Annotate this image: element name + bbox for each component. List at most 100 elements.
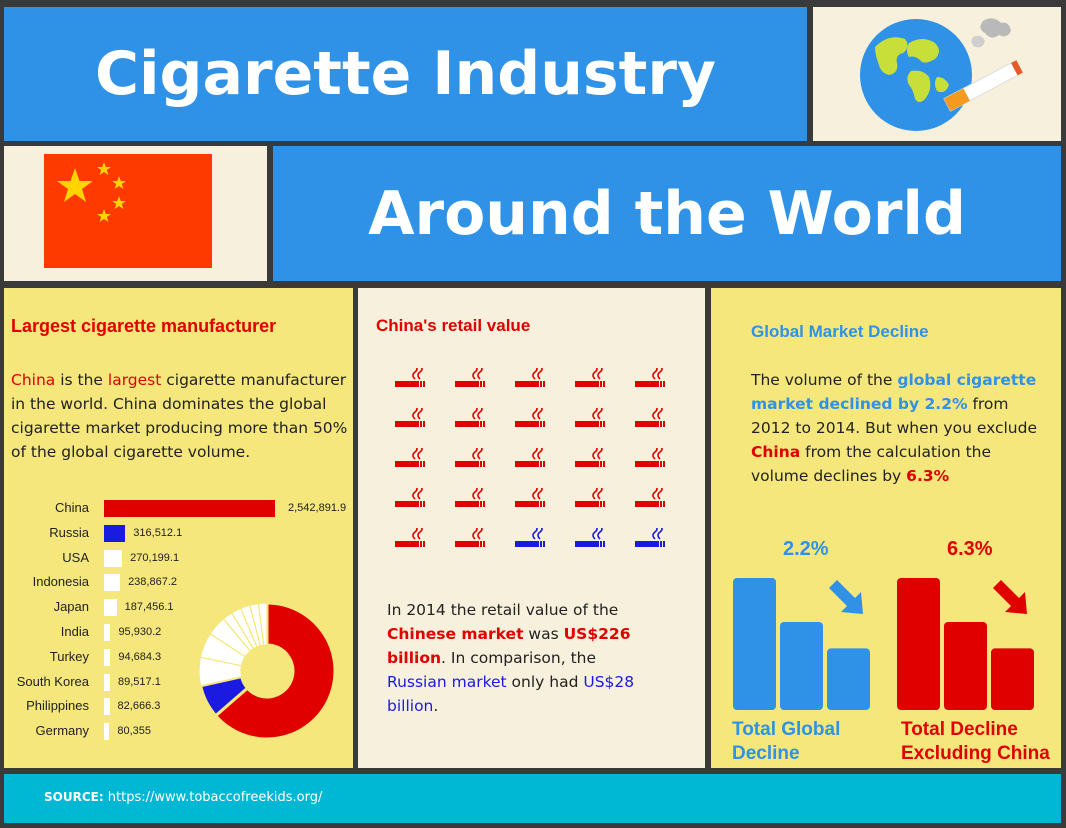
cigarette-icon (515, 448, 545, 467)
bar (104, 599, 117, 617)
bar-value-label: 95,930.2 (118, 626, 162, 638)
cigarette-icon (635, 528, 665, 547)
manufacturer-heading: Largest cigarette manufacturer (11, 316, 277, 336)
cigarette-icon (455, 488, 485, 507)
bar-value-label: 270,199.1 (130, 551, 180, 564)
bar-category-label: China (55, 500, 89, 515)
cigarette-icon (455, 528, 485, 547)
china-exclude-text: China (751, 443, 801, 461)
bar-value-label: 2,542,891.9 (288, 502, 347, 514)
decline-bar-charts (733, 578, 1034, 710)
decline-heading: Global Market Decline (751, 322, 929, 341)
bar-value-label: 316,512.1 (133, 526, 183, 539)
para-text-rest: cigarette manufacturer in the world. Chi… (11, 371, 348, 461)
globe-smoking-icon (860, 18, 1023, 131)
source-label: SOURCE: (44, 790, 104, 804)
bar (104, 673, 111, 691)
cigarette-icon (635, 408, 665, 427)
decline-paragraph: The volume of the global cigarette marke… (751, 368, 1046, 488)
bar-category-label: Philippines (26, 698, 89, 714)
cigarette-icon (575, 448, 605, 467)
title-line-1: Cigarette Industry (94, 39, 717, 109)
source-line: SOURCE: https://www.tobaccofreekids.org/ (44, 790, 322, 805)
bar-category-label: India (60, 624, 89, 639)
global-decline-text: global cigarette market declined by 2.2% (751, 371, 1037, 413)
cigarette-icon (395, 528, 425, 547)
excl-china-pct: 6.3% (947, 538, 993, 560)
retail-text-9: . (433, 697, 439, 715)
largest-word: largest (107, 371, 162, 389)
bar-row: India 95,930.2 (4, 622, 353, 642)
decline-bar (733, 578, 776, 710)
bar-value-label: 82,666.3 (117, 700, 161, 713)
bar-category-label: Germany (35, 723, 89, 739)
bar-row: China 2,542,891.9 (4, 498, 353, 518)
cigarette-icon (635, 448, 665, 467)
chinese-market-text: Chinese market (387, 625, 524, 643)
bar-value-label: 94,684.3 (118, 650, 162, 663)
retail-text-5: . In comparison, the (441, 649, 597, 667)
bar-value-label: 187,456.1 (124, 601, 174, 614)
title-banner-top: Cigarette Industry (4, 7, 807, 141)
decline-bar (827, 648, 870, 710)
decline-text-1: The volume of the (751, 371, 898, 389)
manufacturer-panel: Largest cigarette manufacturer China is … (4, 288, 353, 768)
bar-row: Philippines 82,666.3 (4, 696, 353, 716)
flag-panel (4, 146, 267, 281)
retail-heading: China's retail value (376, 316, 531, 335)
bar-category-label: South Korea (16, 673, 89, 689)
bar-category-label: USA (62, 549, 89, 565)
cigarette-icon (395, 448, 425, 467)
decline-bar (780, 622, 823, 710)
cigarette-icon (455, 448, 485, 467)
cigarette-icon (575, 368, 605, 387)
cigarette-icon (515, 368, 545, 387)
bar (104, 524, 126, 542)
excl-china-label: Total Decline Excluding China (901, 719, 1050, 764)
retail-text-3: was (523, 625, 564, 643)
source-footer: SOURCE: https://www.tobaccofreekids.org/ (4, 774, 1061, 823)
bar-category-label: Indonesia (32, 574, 89, 590)
decline-pct-text: 6.3% (906, 467, 950, 485)
global-decline-pct: 2.2% (783, 538, 829, 560)
cigarette-icon (395, 368, 425, 387)
cigarette-icon (635, 368, 665, 387)
bar (104, 500, 275, 517)
production-bar-chart: China 2,542,891.9 Russia 316,512.1 USA 270,19… (4, 498, 353, 748)
cigarette-icon (395, 408, 425, 427)
cigarette-icon-grid (358, 368, 705, 548)
bar-category-label: Turkey (49, 648, 89, 664)
manufacturer-paragraph: China is the largest cigarette manufactu… (11, 368, 351, 464)
bar-row: South Korea 89,517.1 (4, 672, 353, 692)
cigarette-icon (395, 488, 425, 507)
donut-slice (257, 602, 268, 646)
cigarette-icon (515, 488, 545, 507)
bar-row: USA 270,199.1 (4, 548, 353, 568)
bar-value-label: 80,355 (117, 725, 152, 738)
source-link[interactable]: https://www.tobaccofreekids.org/ (107, 790, 323, 805)
cigarette-icon (515, 408, 545, 427)
bar-category-label: Russia (49, 524, 89, 540)
globe-panel (813, 7, 1061, 141)
cigarette-icon (575, 408, 605, 427)
down-arrow-icon (829, 580, 863, 614)
cigarette-icon (635, 488, 665, 507)
decline-bar (991, 648, 1034, 710)
title-banner-bottom: Around the World (273, 146, 1061, 281)
cigarette-icon (455, 408, 485, 427)
bar-row: Germany 80,355 (4, 721, 353, 741)
decline-text-3: from 2012 to 2014. But when you exclude (751, 395, 1038, 437)
bar (104, 624, 111, 641)
bar-row: Japan 187,456.1 (4, 597, 353, 617)
decline-bar (944, 622, 987, 710)
bar (104, 648, 111, 666)
bar-category-label: Japan (53, 599, 89, 615)
global-decline-label: Total Global Decline (732, 719, 841, 764)
china-value-text: US$226 billion (387, 625, 631, 667)
retail-value-panel: China's retail value In 2014 the retail … (358, 288, 705, 768)
china-flag-icon (44, 154, 212, 268)
decline-bar (897, 578, 940, 710)
china-word: China (11, 371, 56, 389)
retail-paragraph: In 2014 the retail value of the Chinese … (387, 598, 657, 718)
cigarette-icon (575, 488, 605, 507)
